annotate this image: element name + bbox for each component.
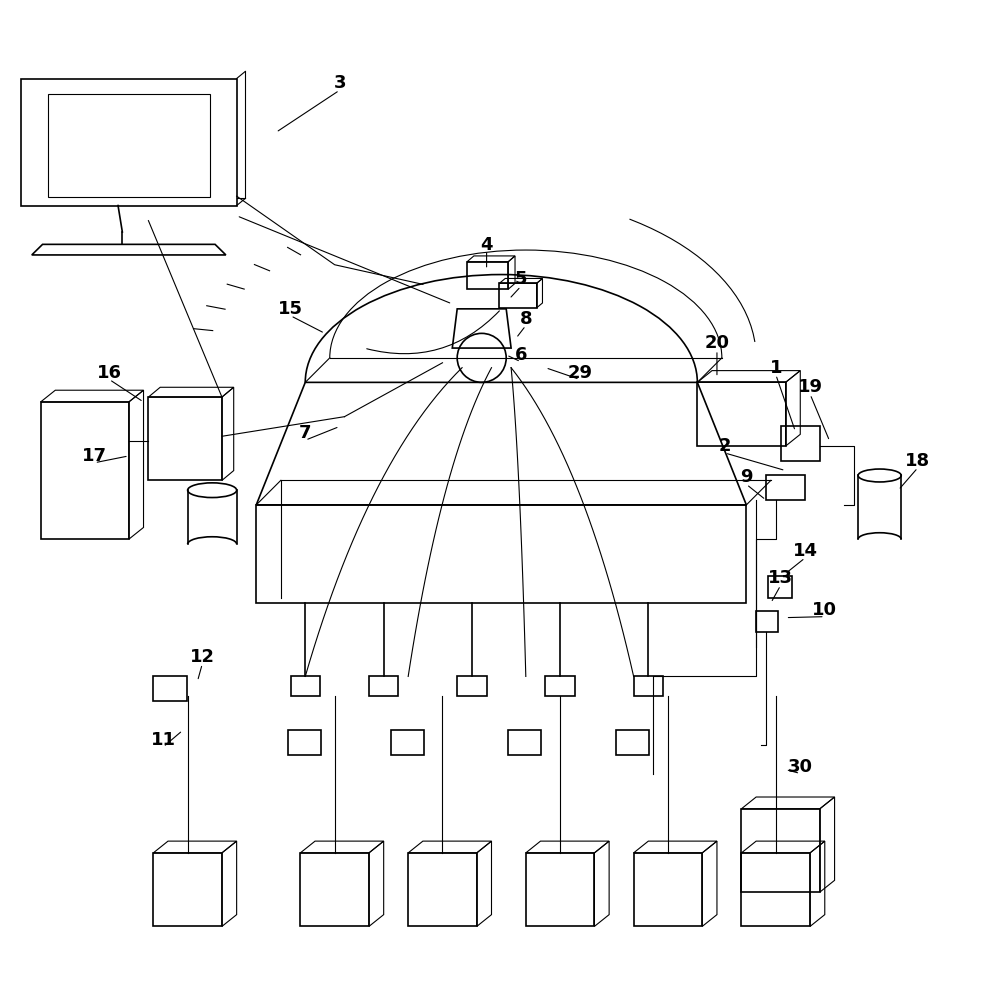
Bar — [756, 611, 778, 632]
Text: 16: 16 — [96, 364, 122, 382]
Text: 17: 17 — [82, 447, 107, 465]
Bar — [546, 676, 575, 696]
Text: 30: 30 — [787, 758, 813, 776]
Bar — [634, 676, 664, 696]
Text: 14: 14 — [792, 542, 818, 560]
Text: 13: 13 — [768, 569, 793, 587]
Bar — [291, 676, 319, 696]
Text: 10: 10 — [812, 601, 838, 619]
Bar — [616, 730, 650, 755]
Bar — [153, 676, 187, 701]
Text: 15: 15 — [278, 300, 303, 318]
Text: 4: 4 — [481, 236, 492, 254]
Bar — [369, 676, 398, 696]
Text: 19: 19 — [797, 378, 823, 396]
Text: 6: 6 — [515, 346, 527, 364]
Text: 11: 11 — [150, 731, 176, 749]
Text: 12: 12 — [190, 648, 215, 666]
Text: 18: 18 — [905, 452, 931, 470]
Bar — [457, 676, 487, 696]
Text: 7: 7 — [299, 424, 312, 442]
Text: 8: 8 — [519, 310, 532, 328]
Text: 1: 1 — [770, 359, 782, 377]
Bar — [288, 730, 320, 755]
Text: 29: 29 — [567, 364, 592, 382]
Text: 9: 9 — [740, 468, 753, 486]
Text: 2: 2 — [719, 437, 731, 455]
Text: 20: 20 — [705, 334, 729, 352]
Bar — [768, 576, 792, 598]
Bar — [508, 730, 542, 755]
Bar — [390, 730, 424, 755]
Text: 5: 5 — [515, 270, 527, 288]
Text: 3: 3 — [333, 74, 346, 92]
